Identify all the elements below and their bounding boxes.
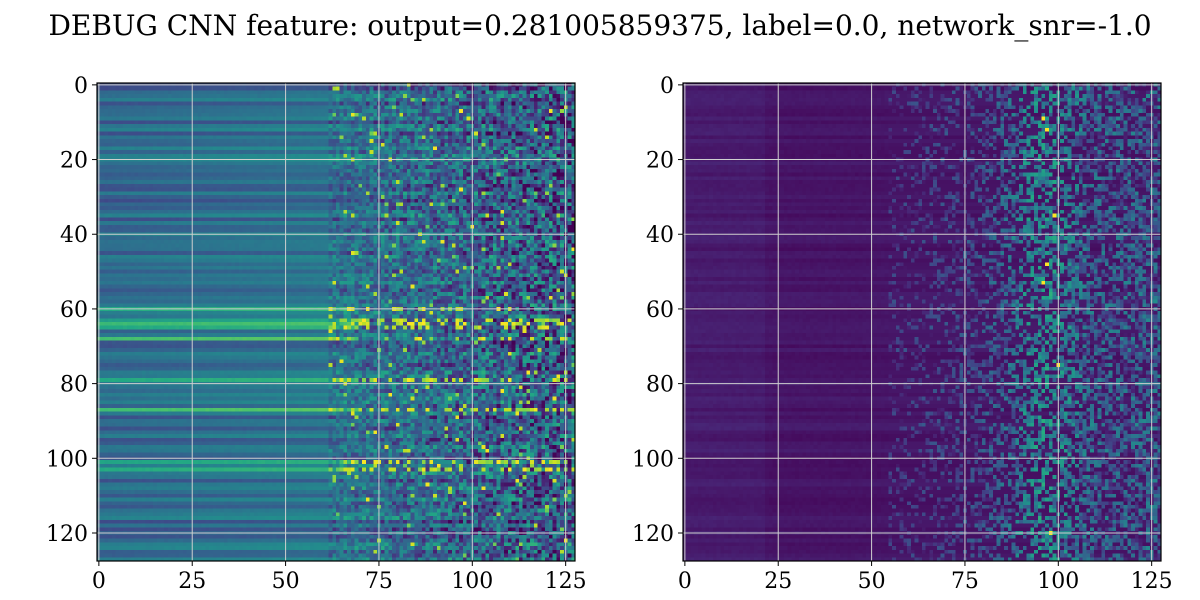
y-tick-label: 0: [660, 74, 674, 99]
x-tick-label: 50: [858, 569, 886, 594]
grid-left: [97, 83, 575, 561]
x-tick-label: 100: [451, 569, 493, 594]
x-tick-label: 75: [365, 569, 393, 594]
y-tick-label: 120: [632, 522, 674, 547]
x-tick-label: 25: [764, 569, 792, 594]
y-tick-label: 40: [646, 223, 674, 248]
y-tick-label: 100: [46, 447, 88, 472]
axes-frame-left: [96, 82, 576, 562]
x-tick-label: 100: [1037, 569, 1079, 594]
ticks-left: 0 25 50 75 100 125 0 20 40 60 80 100 120: [46, 74, 587, 594]
x-tick-label: 50: [272, 569, 300, 594]
y-tick-label: 20: [60, 149, 88, 174]
figure-title: DEBUG CNN feature: output=0.281005859375…: [48, 9, 1151, 42]
heatmap-panel-left: 0 25 50 75 100 125 0 20 40 60 80 100 120: [46, 74, 587, 594]
x-tick-label: 125: [545, 569, 587, 594]
y-tick-label: 80: [646, 373, 674, 398]
y-tick-label: 20: [646, 149, 674, 174]
x-tick-label: 75: [951, 569, 979, 594]
y-tick-label: 120: [46, 522, 88, 547]
heatmap-panel-right: 0 25 50 75 100 125 0 20 40 60 80 100 120: [632, 74, 1173, 594]
x-tick-label: 125: [1131, 569, 1173, 594]
y-tick-label: 60: [646, 298, 674, 323]
heatmap-image-right: [683, 83, 1161, 561]
y-tick-label: 80: [60, 373, 88, 398]
grid-right: [683, 83, 1161, 561]
axes-frame-right: [682, 82, 1162, 562]
y-tick-label: 60: [60, 298, 88, 323]
heatmap-image-left: [97, 83, 575, 561]
ticks-right: 0 25 50 75 100 125 0 20 40 60 80 100 120: [632, 74, 1173, 594]
x-tick-label: 0: [678, 569, 692, 594]
x-tick-label: 0: [92, 569, 106, 594]
x-tick-label: 25: [178, 569, 206, 594]
y-tick-label: 0: [74, 74, 88, 99]
y-tick-label: 40: [60, 223, 88, 248]
y-tick-label: 100: [632, 447, 674, 472]
